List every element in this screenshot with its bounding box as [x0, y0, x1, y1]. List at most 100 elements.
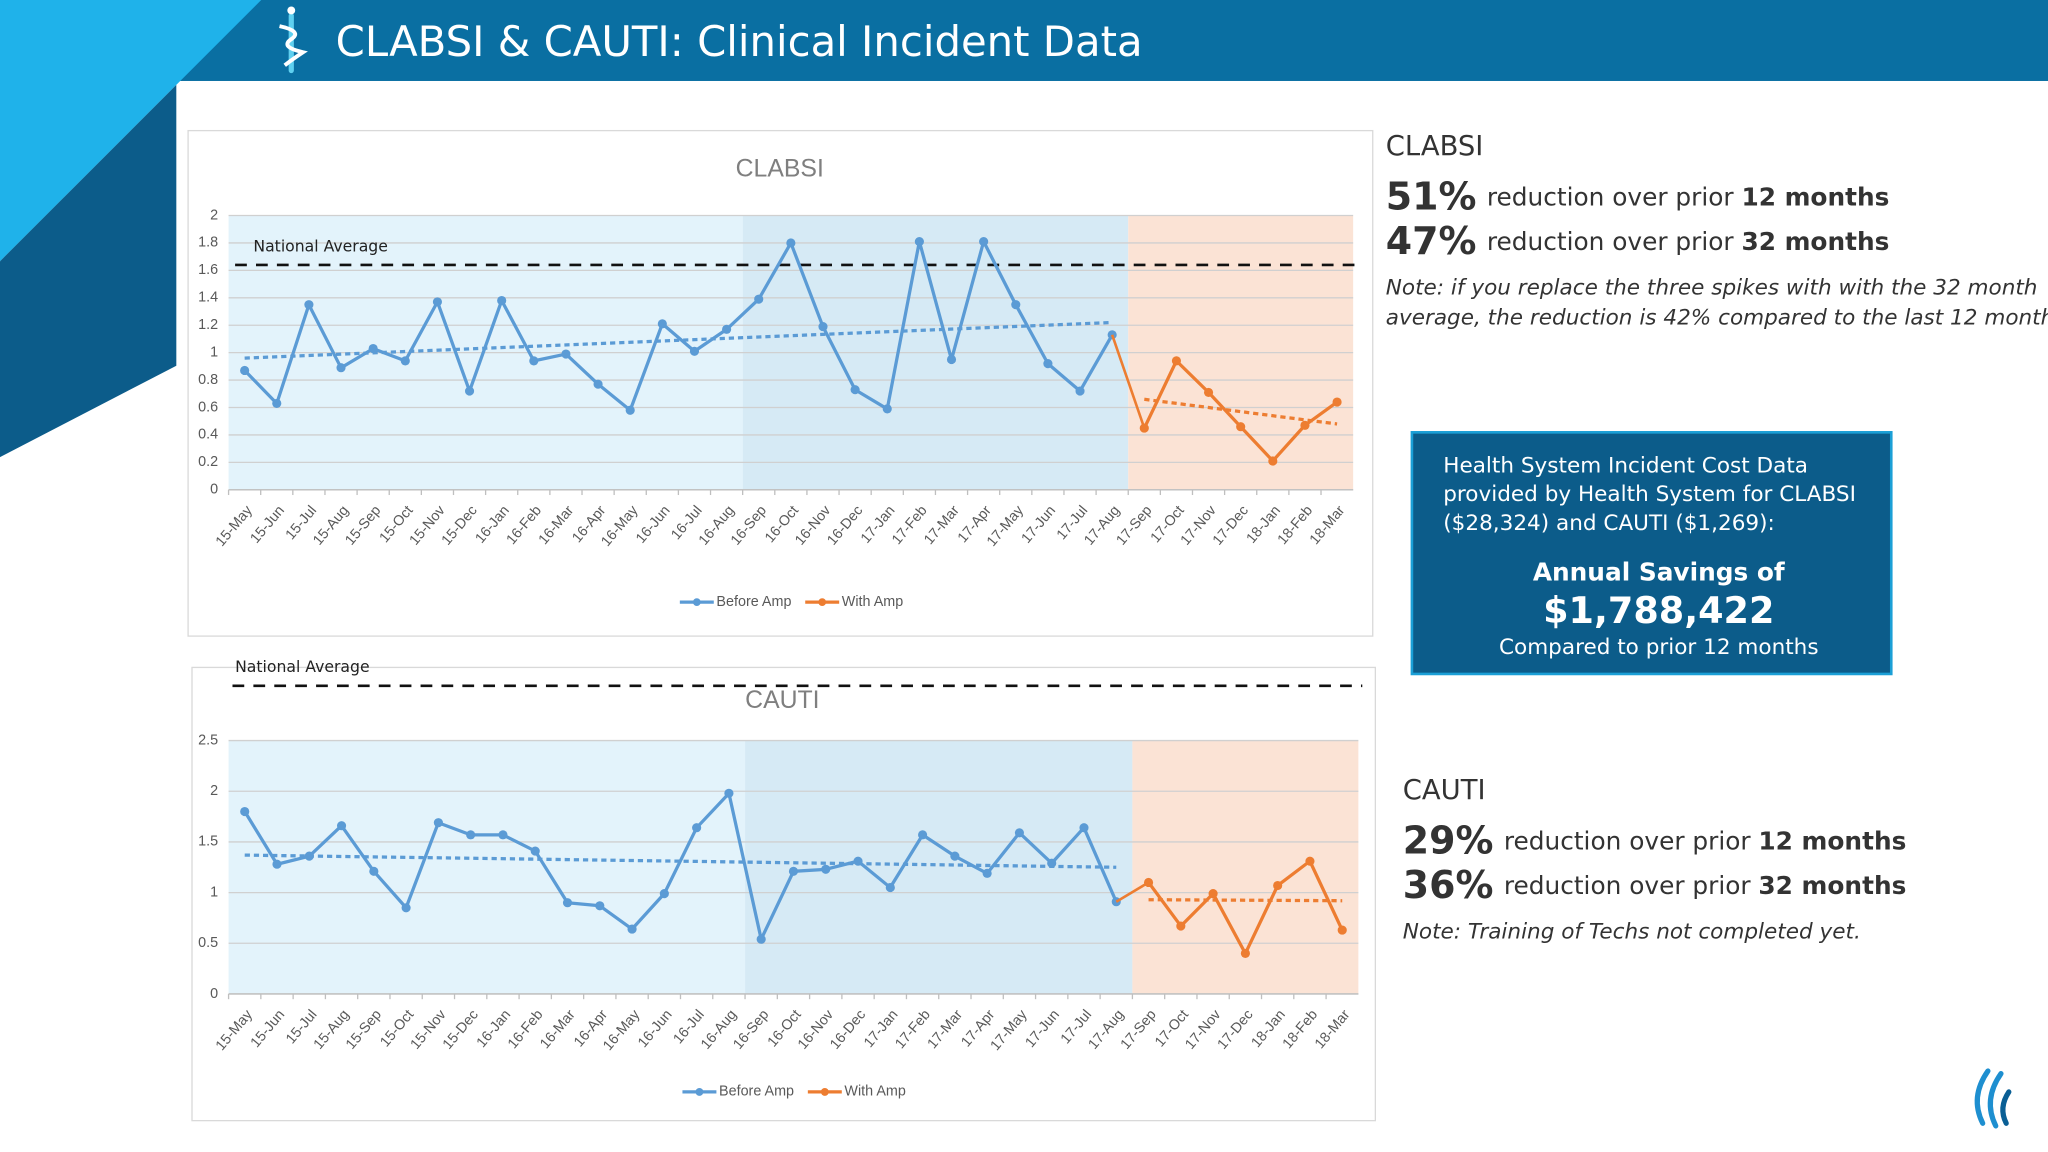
- series-connector: [1115, 881, 1150, 903]
- summary-figure: 51%: [1386, 174, 1477, 218]
- data-point: [529, 356, 539, 366]
- data-point: [401, 903, 411, 913]
- data-point: [1273, 880, 1283, 891]
- data-point: [885, 882, 895, 893]
- header-icon: [279, 6, 308, 74]
- y-tick-label: 0.8: [198, 372, 218, 388]
- data-point: [530, 846, 540, 856]
- data-point: [1079, 823, 1089, 833]
- summary-text: reduction over prior: [1504, 826, 1752, 855]
- reference-label: National Average: [235, 657, 370, 676]
- legend-marker: [820, 1088, 829, 1096]
- y-tick-label: 1.8: [198, 235, 218, 251]
- chart-title: CLABSI: [736, 155, 824, 182]
- data-point: [724, 788, 734, 798]
- y-tick-label: 2: [210, 207, 218, 223]
- data-point: [659, 889, 669, 899]
- data-point: [562, 898, 573, 908]
- trend-line: [244, 853, 1117, 869]
- summary-figure: 47%: [1386, 218, 1477, 262]
- y-tick-label: 0.2: [198, 454, 218, 470]
- data-point: [466, 830, 476, 840]
- summary-title: CAUTI: [1403, 775, 1486, 806]
- legend-marker: [695, 1088, 704, 1096]
- summary-line: 51% reduction over prior 12 months: [1386, 174, 1890, 218]
- data-point: [1176, 921, 1186, 931]
- data-point: [950, 851, 960, 861]
- cost-amount: $1,788,422: [1543, 589, 1774, 632]
- data-point: [914, 236, 924, 247]
- corner-dark: [0, 84, 177, 458]
- data-point: [853, 856, 863, 866]
- data-point: [1171, 356, 1181, 366]
- data-point: [918, 830, 928, 840]
- data-point: [1047, 858, 1057, 868]
- series-line: [243, 239, 1114, 412]
- data-point: [240, 806, 250, 817]
- y-tick-label: 1: [210, 884, 218, 900]
- summary-text: reduction over prior: [1487, 183, 1735, 212]
- data-point: [1240, 948, 1250, 958]
- summary-title: CLABSI: [1386, 131, 1484, 162]
- summary-figure: 36%: [1403, 862, 1494, 906]
- chart-title: CAUTI: [745, 687, 819, 714]
- data-point: [1305, 856, 1315, 866]
- data-point: [979, 236, 989, 247]
- data-point: [304, 851, 314, 861]
- data-point: [946, 354, 957, 365]
- shaded-region: [745, 740, 1133, 994]
- data-point: [336, 363, 346, 373]
- data-point: [464, 386, 475, 396]
- legend-marker: [818, 598, 827, 607]
- summary-note: Note: if you replace the three spikes wi…: [1386, 276, 2038, 301]
- y-tick-label: 2: [210, 783, 218, 799]
- data-point: [689, 346, 700, 356]
- y-tick-label: 2.5: [198, 732, 218, 748]
- y-tick-label: 1.4: [198, 290, 218, 306]
- summary-line: 47% reduction over prior 32 months: [1386, 218, 1890, 262]
- y-tick-label: 0.6: [198, 399, 218, 415]
- data-point: [304, 300, 314, 310]
- data-point: [400, 356, 410, 366]
- data-point: [498, 830, 508, 840]
- data-point: [722, 324, 732, 334]
- data-point: [369, 866, 379, 876]
- summary-note: Note: Training of Techs not completed ye…: [1403, 920, 1861, 945]
- data-point: [982, 868, 992, 878]
- cost-description: Health System Incident Cost Data: [1443, 453, 1808, 478]
- data-point: [432, 297, 442, 307]
- data-point: [788, 866, 799, 876]
- y-tick-label: 0: [210, 482, 218, 498]
- summary-period: 32 months: [1741, 227, 1889, 256]
- cost-heading: Annual Savings of: [1533, 557, 1785, 586]
- data-point: [821, 864, 831, 874]
- header-title: CLABSI & CAUTI: Clinical Incident Data: [336, 17, 1143, 66]
- y-tick-label: 0.5: [198, 935, 218, 951]
- summary-period: 12 months: [1741, 183, 1889, 212]
- data-point: [1143, 877, 1154, 888]
- data-point: [756, 934, 766, 944]
- y-tick-label: 1.2: [198, 317, 218, 333]
- data-point: [1300, 420, 1310, 430]
- cost-description: ($28,324) and CAUTI ($1,269):: [1443, 511, 1775, 536]
- header-bar: [0, 0, 2048, 81]
- summary-period: 32 months: [1758, 871, 1906, 900]
- data-point: [433, 818, 443, 828]
- data-point: [368, 343, 378, 354]
- legend-label: Before Amp: [719, 1084, 794, 1100]
- data-point: [561, 349, 571, 359]
- summary-line: 36% reduction over prior 32 months: [1403, 862, 1907, 906]
- data-point: [1268, 456, 1278, 466]
- data-point: [786, 238, 796, 248]
- data-point: [1236, 422, 1246, 432]
- data-point: [818, 322, 828, 332]
- data-point: [1014, 828, 1024, 838]
- shaded-region: [228, 740, 746, 994]
- summary-text: reduction over prior: [1487, 227, 1735, 256]
- data-point: [240, 365, 250, 376]
- cost-caption: Compared to prior 12 months: [1499, 635, 1819, 660]
- data-point: [272, 859, 282, 869]
- data-point: [336, 821, 347, 831]
- summary-note: average, the reduction is 42% compared t…: [1386, 306, 2048, 331]
- data-point: [657, 319, 667, 329]
